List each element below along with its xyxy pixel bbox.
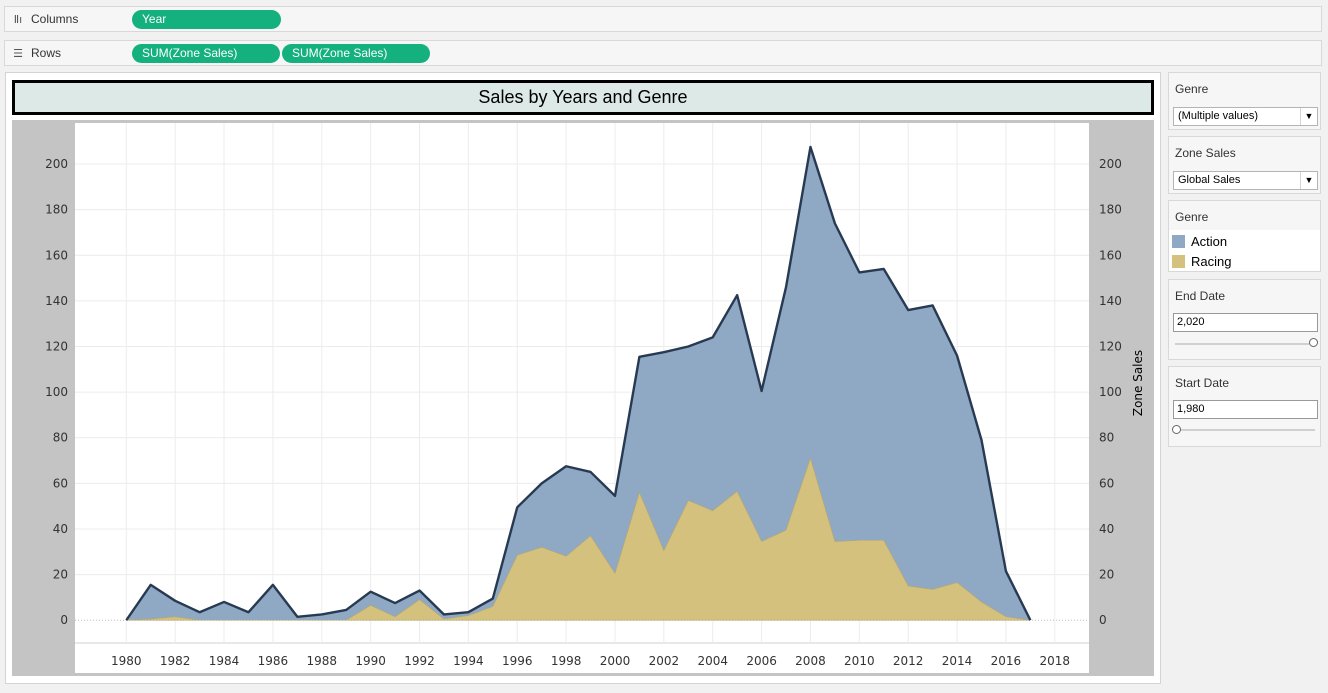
chevron-down-icon[interactable]: ▼ (1300, 108, 1317, 125)
zone-sales-pill-1[interactable]: SUM(Zone Sales) (132, 44, 280, 63)
area-chart[interactable]: 0 0 20 20 40 40 60 60 80 80 100 100 120 120 140 140 160 1… (6, 73, 1160, 683)
x-tick-label: 1982 (160, 654, 191, 668)
x-tick-label: 2002 (649, 654, 680, 668)
start-date-title: Start Date (1175, 376, 1230, 390)
zone-sales-pill-2[interactable]: SUM(Zone Sales) (282, 44, 430, 63)
x-tick-label: 2010 (844, 654, 875, 668)
columns-shelf-label: Ⅱı Columns (11, 12, 79, 26)
y-tick-label-right: 200 (1099, 157, 1122, 171)
columns-label: Columns (31, 12, 79, 26)
rows-label: Rows (31, 46, 62, 60)
end-date-slider-handle[interactable] (1309, 338, 1318, 347)
y-tick-label-left: 60 (53, 476, 68, 490)
x-tick-label: 2014 (942, 654, 973, 668)
x-tick-label: 1988 (307, 654, 338, 668)
x-tick-label: 2018 (1040, 654, 1071, 668)
x-tick-label: 2008 (795, 654, 826, 668)
action-swatch (1172, 235, 1185, 248)
start-date-card: Start Date 1,980 (1168, 366, 1321, 447)
legend-title: Genre (1175, 210, 1209, 224)
legend-item-action[interactable]: Action (1172, 234, 1227, 249)
x-tick-label: 1980 (111, 654, 142, 668)
rows-shelf[interactable]: ☰ Rows SUM(Zone Sales) SUM(Zone Sales) (4, 40, 1322, 66)
end-date-title: End Date (1175, 289, 1226, 303)
x-tick-label: 1984 (209, 654, 240, 668)
legend-label-racing: Racing (1191, 254, 1232, 269)
legend-header (1169, 201, 1320, 230)
genre-dropdown[interactable]: (Multiple values) ▼ (1173, 107, 1318, 126)
columns-icon: Ⅱı (13, 13, 23, 26)
x-tick-label: 2016 (991, 654, 1022, 668)
rows-icon: ☰ (13, 47, 23, 60)
y-tick-label-right: 40 (1099, 522, 1114, 536)
y-tick-label-left: 120 (45, 340, 68, 354)
x-tick-label: 1992 (404, 654, 435, 668)
y-tick-label-left: 40 (53, 522, 68, 536)
genre-dropdown-value: (Multiple values) (1178, 110, 1259, 122)
end-date-input[interactable]: 2,020 (1173, 313, 1318, 332)
y-tick-label-right: 160 (1099, 248, 1122, 262)
y-tick-label-left: 160 (45, 248, 68, 262)
action-outline (125, 145, 1032, 621)
x-tick-label: 1996 (502, 654, 533, 668)
y-tick-label-right: 80 (1099, 431, 1114, 445)
chevron-down-icon[interactable]: ▼ (1300, 172, 1317, 189)
y-tick-label-left: 80 (53, 431, 68, 445)
end-date-card: End Date 2,020 (1168, 279, 1321, 360)
y-axis-title-right: Zone Sales (1131, 350, 1145, 416)
start-date-input[interactable]: 1,980 (1173, 400, 1318, 419)
columns-shelf[interactable]: Ⅱı Columns Year (4, 6, 1322, 32)
year-pill[interactable]: Year (132, 10, 281, 29)
y-tick-label-right: 140 (1099, 294, 1122, 308)
y-tick-label-right: 0 (1099, 613, 1107, 627)
action-area (126, 146, 1031, 621)
x-tick-label: 1990 (355, 654, 386, 668)
start-date-slider-handle[interactable] (1172, 425, 1181, 434)
y-tick-label-right: 20 (1099, 568, 1114, 582)
y-tick-label-left: 140 (45, 294, 68, 308)
x-tick-label: 1994 (453, 654, 484, 668)
y-tick-label-right: 60 (1099, 476, 1114, 490)
y-tick-label-right: 100 (1099, 385, 1122, 399)
start-date-slider[interactable] (1175, 429, 1315, 431)
racing-swatch (1172, 255, 1185, 268)
genre-legend-card: Genre Action Racing (1168, 200, 1321, 272)
x-tick-label: 2006 (746, 654, 777, 668)
y-tick-label-left: 200 (45, 157, 68, 171)
y-tick-label-right: 120 (1099, 340, 1122, 354)
zone-sales-card: Zone Sales Global Sales ▼ (1168, 136, 1321, 194)
rows-shelf-label: ☰ Rows (11, 46, 61, 60)
x-tick-label: 2004 (697, 654, 728, 668)
y-tick-label-left: 20 (53, 568, 68, 582)
worksheet: Sales by Years and Genre 0 0 20 20 40 40 60 60 8… (5, 72, 1161, 684)
y-tick-label-left: 100 (45, 385, 68, 399)
legend-label-action: Action (1191, 234, 1228, 249)
chart-title: Sales by Years and Genre (12, 80, 1154, 115)
genre-filter-card: Genre (Multiple values) ▼ (1168, 72, 1321, 130)
y-tick-label-right: 180 (1099, 203, 1122, 217)
zone-sales-dropdown-value: Global Sales (1178, 174, 1241, 186)
y-tick-label-left: 180 (45, 203, 68, 217)
end-date-slider[interactable] (1175, 343, 1315, 345)
x-axis-area (75, 643, 1089, 673)
y-tick-label-left: 0 (60, 613, 68, 627)
x-tick-label: 1998 (551, 654, 582, 668)
x-tick-label: 2000 (600, 654, 631, 668)
x-tick-label: 2012 (893, 654, 924, 668)
zone-sales-dropdown[interactable]: Global Sales ▼ (1173, 171, 1318, 190)
legend-item-racing[interactable]: Racing (1172, 254, 1231, 269)
genre-filter-title: Genre (1175, 82, 1209, 96)
zone-sales-title: Zone Sales (1175, 146, 1236, 160)
x-tick-label: 1986 (258, 654, 289, 668)
